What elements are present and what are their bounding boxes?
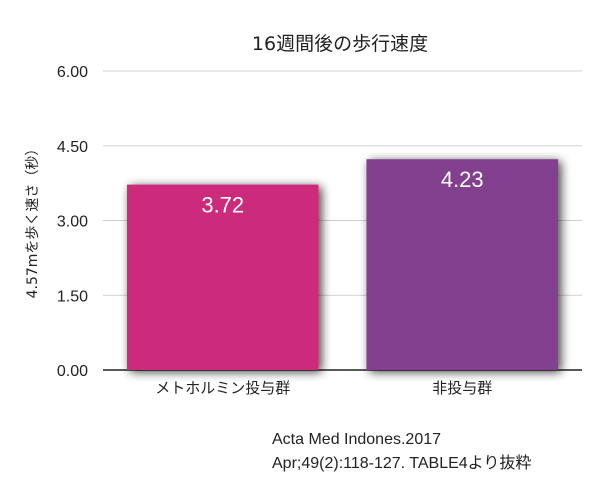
source-citation: Acta Med Indones.2017 Apr;49(2):118-127.… xyxy=(272,428,531,476)
bar-2 xyxy=(366,159,559,370)
x-category-label: メトホルミン投与群 xyxy=(155,379,290,397)
y-tick-label: 3.00 xyxy=(57,214,88,231)
bar-value-label: 4.23 xyxy=(441,167,484,192)
bar-value-label: 3.72 xyxy=(201,193,244,218)
source-line-1: Acta Med Indones.2017 xyxy=(272,431,442,448)
x-category-label: 非投与群 xyxy=(432,379,492,397)
bar-1 xyxy=(126,184,319,370)
y-tick-label: 4.50 xyxy=(57,139,88,156)
chart-title: 16週間後の歩行速度 xyxy=(252,33,428,55)
y-tick-label: 1.50 xyxy=(57,288,88,305)
y-tick-label: 6.00 xyxy=(57,64,88,81)
source-line-2: Apr;49(2):118-127. TABLE4より抜粋 xyxy=(272,455,532,472)
y-axis-label: 4.57mを歩く速さ（秒） xyxy=(25,142,41,299)
y-tick-label: 0.00 xyxy=(57,363,88,380)
